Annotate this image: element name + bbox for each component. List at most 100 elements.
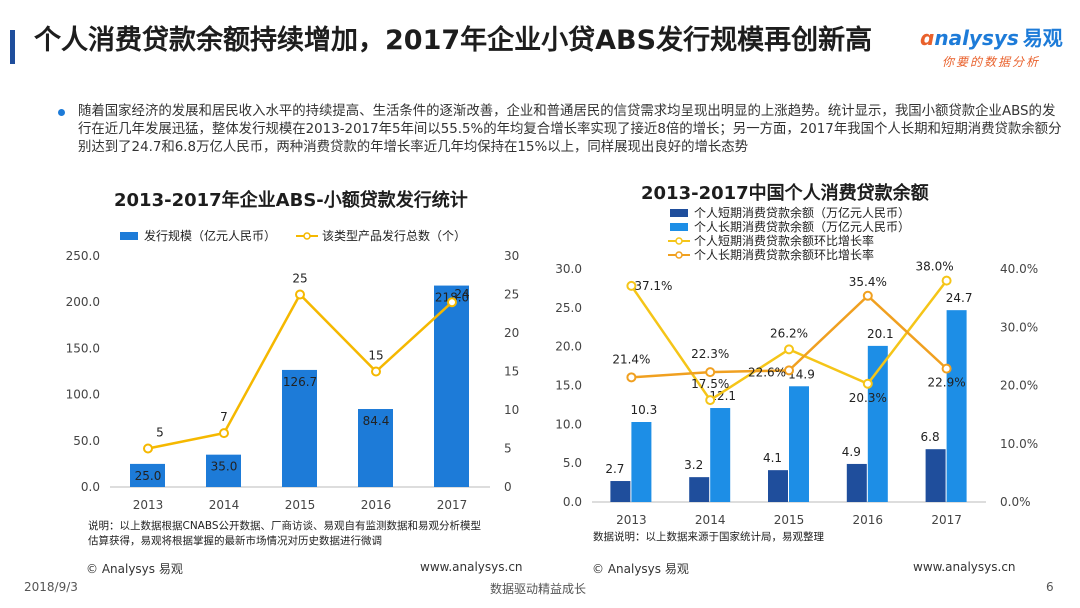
- y-tick-label-right: 25: [504, 288, 519, 302]
- line-value-label: 38.0%: [916, 260, 954, 274]
- line-point: [784, 365, 794, 376]
- line-point: [143, 443, 153, 454]
- y-tick-label-left: 100.0: [66, 388, 100, 402]
- logo-slogan: 你要的数据分析: [942, 55, 1041, 69]
- line-point: [862, 378, 873, 389]
- line-point: [626, 280, 637, 291]
- bar-value-label: 14.9: [788, 367, 815, 381]
- bar-value-label: 2.7: [605, 462, 624, 476]
- line-value-label: 24: [454, 287, 469, 301]
- legend-label: 发行规模（亿元人民币）: [144, 228, 276, 243]
- analysys-logo: ɑnalysys 易观 你要的数据分析: [920, 22, 1070, 72]
- y-tick-label-left: 25.0: [555, 301, 582, 315]
- bar: [689, 477, 710, 502]
- line-value-label: 22.3%: [691, 347, 729, 361]
- bar: [282, 369, 317, 487]
- line-value-label: 17.5%: [691, 377, 729, 391]
- legend-label: 个人长期消费贷款余额（万亿元人民币）: [694, 219, 910, 234]
- line-value-label: 15: [368, 349, 383, 363]
- bar: [846, 463, 867, 502]
- y-tick-label-left: 200.0: [66, 295, 100, 309]
- line-point: [219, 428, 229, 439]
- line-point: [447, 297, 457, 308]
- footer-url-right: www.analysys.cn: [913, 560, 1016, 574]
- bar-value-label: 84.4: [363, 414, 390, 428]
- note-right: 数据说明：以上数据来源于国家统计局，易观整理: [593, 531, 824, 543]
- line-point: [941, 363, 952, 374]
- legend-label: 该类型产品发行总数（个）: [322, 228, 466, 243]
- line-point: [705, 395, 716, 406]
- chart-right-title: 2013-2017中国个人消费贷款余额: [641, 183, 929, 204]
- footer-copyright-left: © Analysys 易观: [86, 562, 183, 576]
- chart-left: 0.0 50.0 100.0 150.0 200.0 250.0 0 5 10 15 20 25 30 2…: [66, 228, 520, 512]
- y-tick-label-right: 0.0%: [1000, 495, 1031, 509]
- y-tick-label-right: 30.0%: [1000, 320, 1038, 334]
- legend-label: 个人长期消费贷款余额环比增长率: [694, 247, 874, 262]
- bar: [206, 454, 241, 487]
- bar-value-label: 25.0: [135, 469, 162, 483]
- bar-value-label: 12.1: [709, 389, 736, 403]
- bar-value-label: 24.7: [946, 291, 973, 305]
- summary-paragraph: 随着国家经济的发展和居民收入水平的持续提高、生活条件的逐渐改善，企业和普通居民的…: [78, 104, 1062, 156]
- bar: [358, 409, 393, 487]
- bar: [710, 408, 731, 502]
- bar-value-label: 10.3: [631, 403, 658, 417]
- legend-bar-swatch: [120, 232, 138, 240]
- y-tick-label-right: 15: [504, 365, 519, 379]
- x-tick-label: 2014: [695, 513, 726, 527]
- legend-bar-swatch: [670, 209, 688, 217]
- y-tick-label-left: 0.0: [563, 495, 582, 509]
- y-tick-label-right: 20.0%: [1000, 379, 1038, 393]
- y-tick-label-left: 5.0: [563, 456, 582, 470]
- footer-copyright-right: © Analysys 易观: [592, 562, 689, 576]
- legend-line-marker: [303, 232, 311, 240]
- logo-swirl-icon: ɑ: [920, 26, 935, 50]
- logo-cn: 易观: [1022, 26, 1063, 50]
- line-value-label: 22.6%: [748, 365, 786, 379]
- y-tick-label-left: 150.0: [66, 341, 100, 355]
- line-value-label: 5: [156, 426, 164, 440]
- x-tick-label: 2015: [774, 513, 805, 527]
- y-tick-label-left: 30.0: [555, 262, 582, 276]
- footer-page-number: 6: [1046, 580, 1054, 594]
- line-point: [784, 344, 794, 355]
- bar: [867, 345, 888, 502]
- logo-wordmark: nalysys: [934, 26, 1019, 50]
- line-value-label: 25: [292, 272, 307, 286]
- line-point: [941, 275, 952, 286]
- bar-value-label: 6.8: [921, 430, 940, 444]
- legend-line-marker: [675, 251, 683, 259]
- y-tick-label-right: 40.0%: [1000, 262, 1038, 276]
- bullet-dot-icon: [58, 109, 65, 116]
- legend-line-marker: [675, 237, 683, 245]
- line-value-label: 20.3%: [849, 391, 887, 405]
- y-tick-label-right: 0: [504, 480, 512, 494]
- footer-slogan: 数据驱动精益成长: [490, 582, 587, 596]
- bar: [768, 470, 788, 502]
- bar-value-label: 126.7: [283, 375, 317, 389]
- y-tick-label-left: 250.0: [66, 249, 100, 263]
- y-tick-label-left: 50.0: [73, 434, 100, 448]
- bar: [610, 481, 631, 502]
- y-tick-label-right: 30: [504, 249, 519, 263]
- x-tick-label: 2016: [361, 498, 392, 512]
- line-point: [705, 367, 716, 378]
- x-tick-label: 2017: [437, 498, 468, 512]
- page-title: 个人消费贷款余额持续增加，2017年企业小贷ABS发行规模再创新高: [34, 25, 873, 56]
- y-tick-label-right: 10.0%: [1000, 437, 1038, 451]
- line-value-label: 22.9%: [928, 376, 966, 390]
- legend-label: 个人短期消费贷款余额环比增长率: [694, 233, 874, 248]
- bar-value-label: 3.2: [684, 458, 703, 472]
- bar-value-label: 4.1: [763, 451, 782, 465]
- x-tick-label: 2013: [616, 513, 647, 527]
- line-value-label: 21.4%: [612, 352, 650, 366]
- footer-date: 2018/9/3: [24, 580, 78, 594]
- line-value-label: 37.1%: [634, 279, 672, 293]
- line-point: [371, 366, 381, 377]
- line-value-label: 26.2%: [770, 326, 808, 340]
- y-tick-label-left: 20.0: [555, 340, 582, 354]
- y-tick-label-left: 15.0: [555, 379, 582, 393]
- line-point: [626, 372, 637, 383]
- line-value-label: 35.4%: [849, 275, 887, 289]
- line-point: [295, 289, 305, 300]
